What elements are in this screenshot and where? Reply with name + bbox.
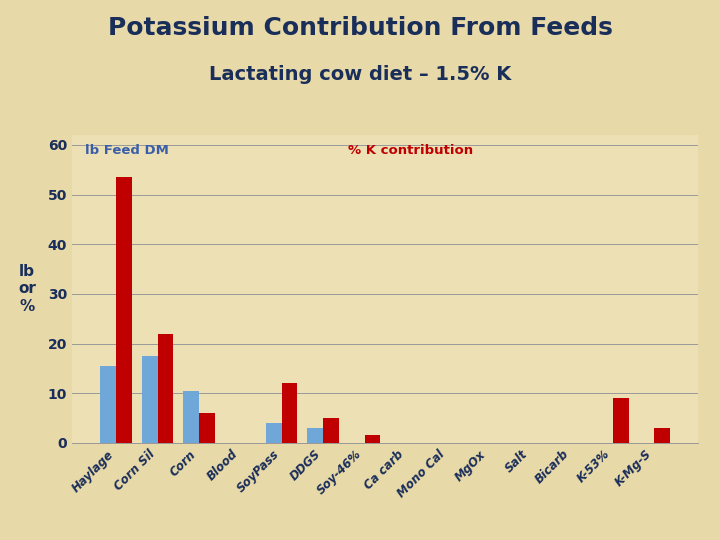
Bar [184, 390, 199, 443]
Text: Potassium Contribution From Feeds: Potassium Contribution From Feeds [107, 16, 613, 40]
Bar [266, 423, 282, 443]
Text: % K contribution: % K contribution [348, 144, 473, 157]
Bar [101, 366, 116, 443]
Text: Lactating cow diet – 1.5% K: Lactating cow diet – 1.5% K [209, 65, 511, 84]
Y-axis label: lb
or
%: lb or % [18, 264, 36, 314]
Bar [282, 383, 297, 443]
Text: lb Feed DM: lb Feed DM [84, 144, 168, 157]
Bar [199, 413, 215, 443]
Bar [613, 398, 629, 443]
Bar [654, 428, 670, 443]
Bar [364, 435, 380, 443]
Bar [116, 177, 132, 443]
Bar [142, 356, 158, 443]
Bar [158, 334, 174, 443]
Bar [323, 418, 339, 443]
Bar [307, 428, 323, 443]
